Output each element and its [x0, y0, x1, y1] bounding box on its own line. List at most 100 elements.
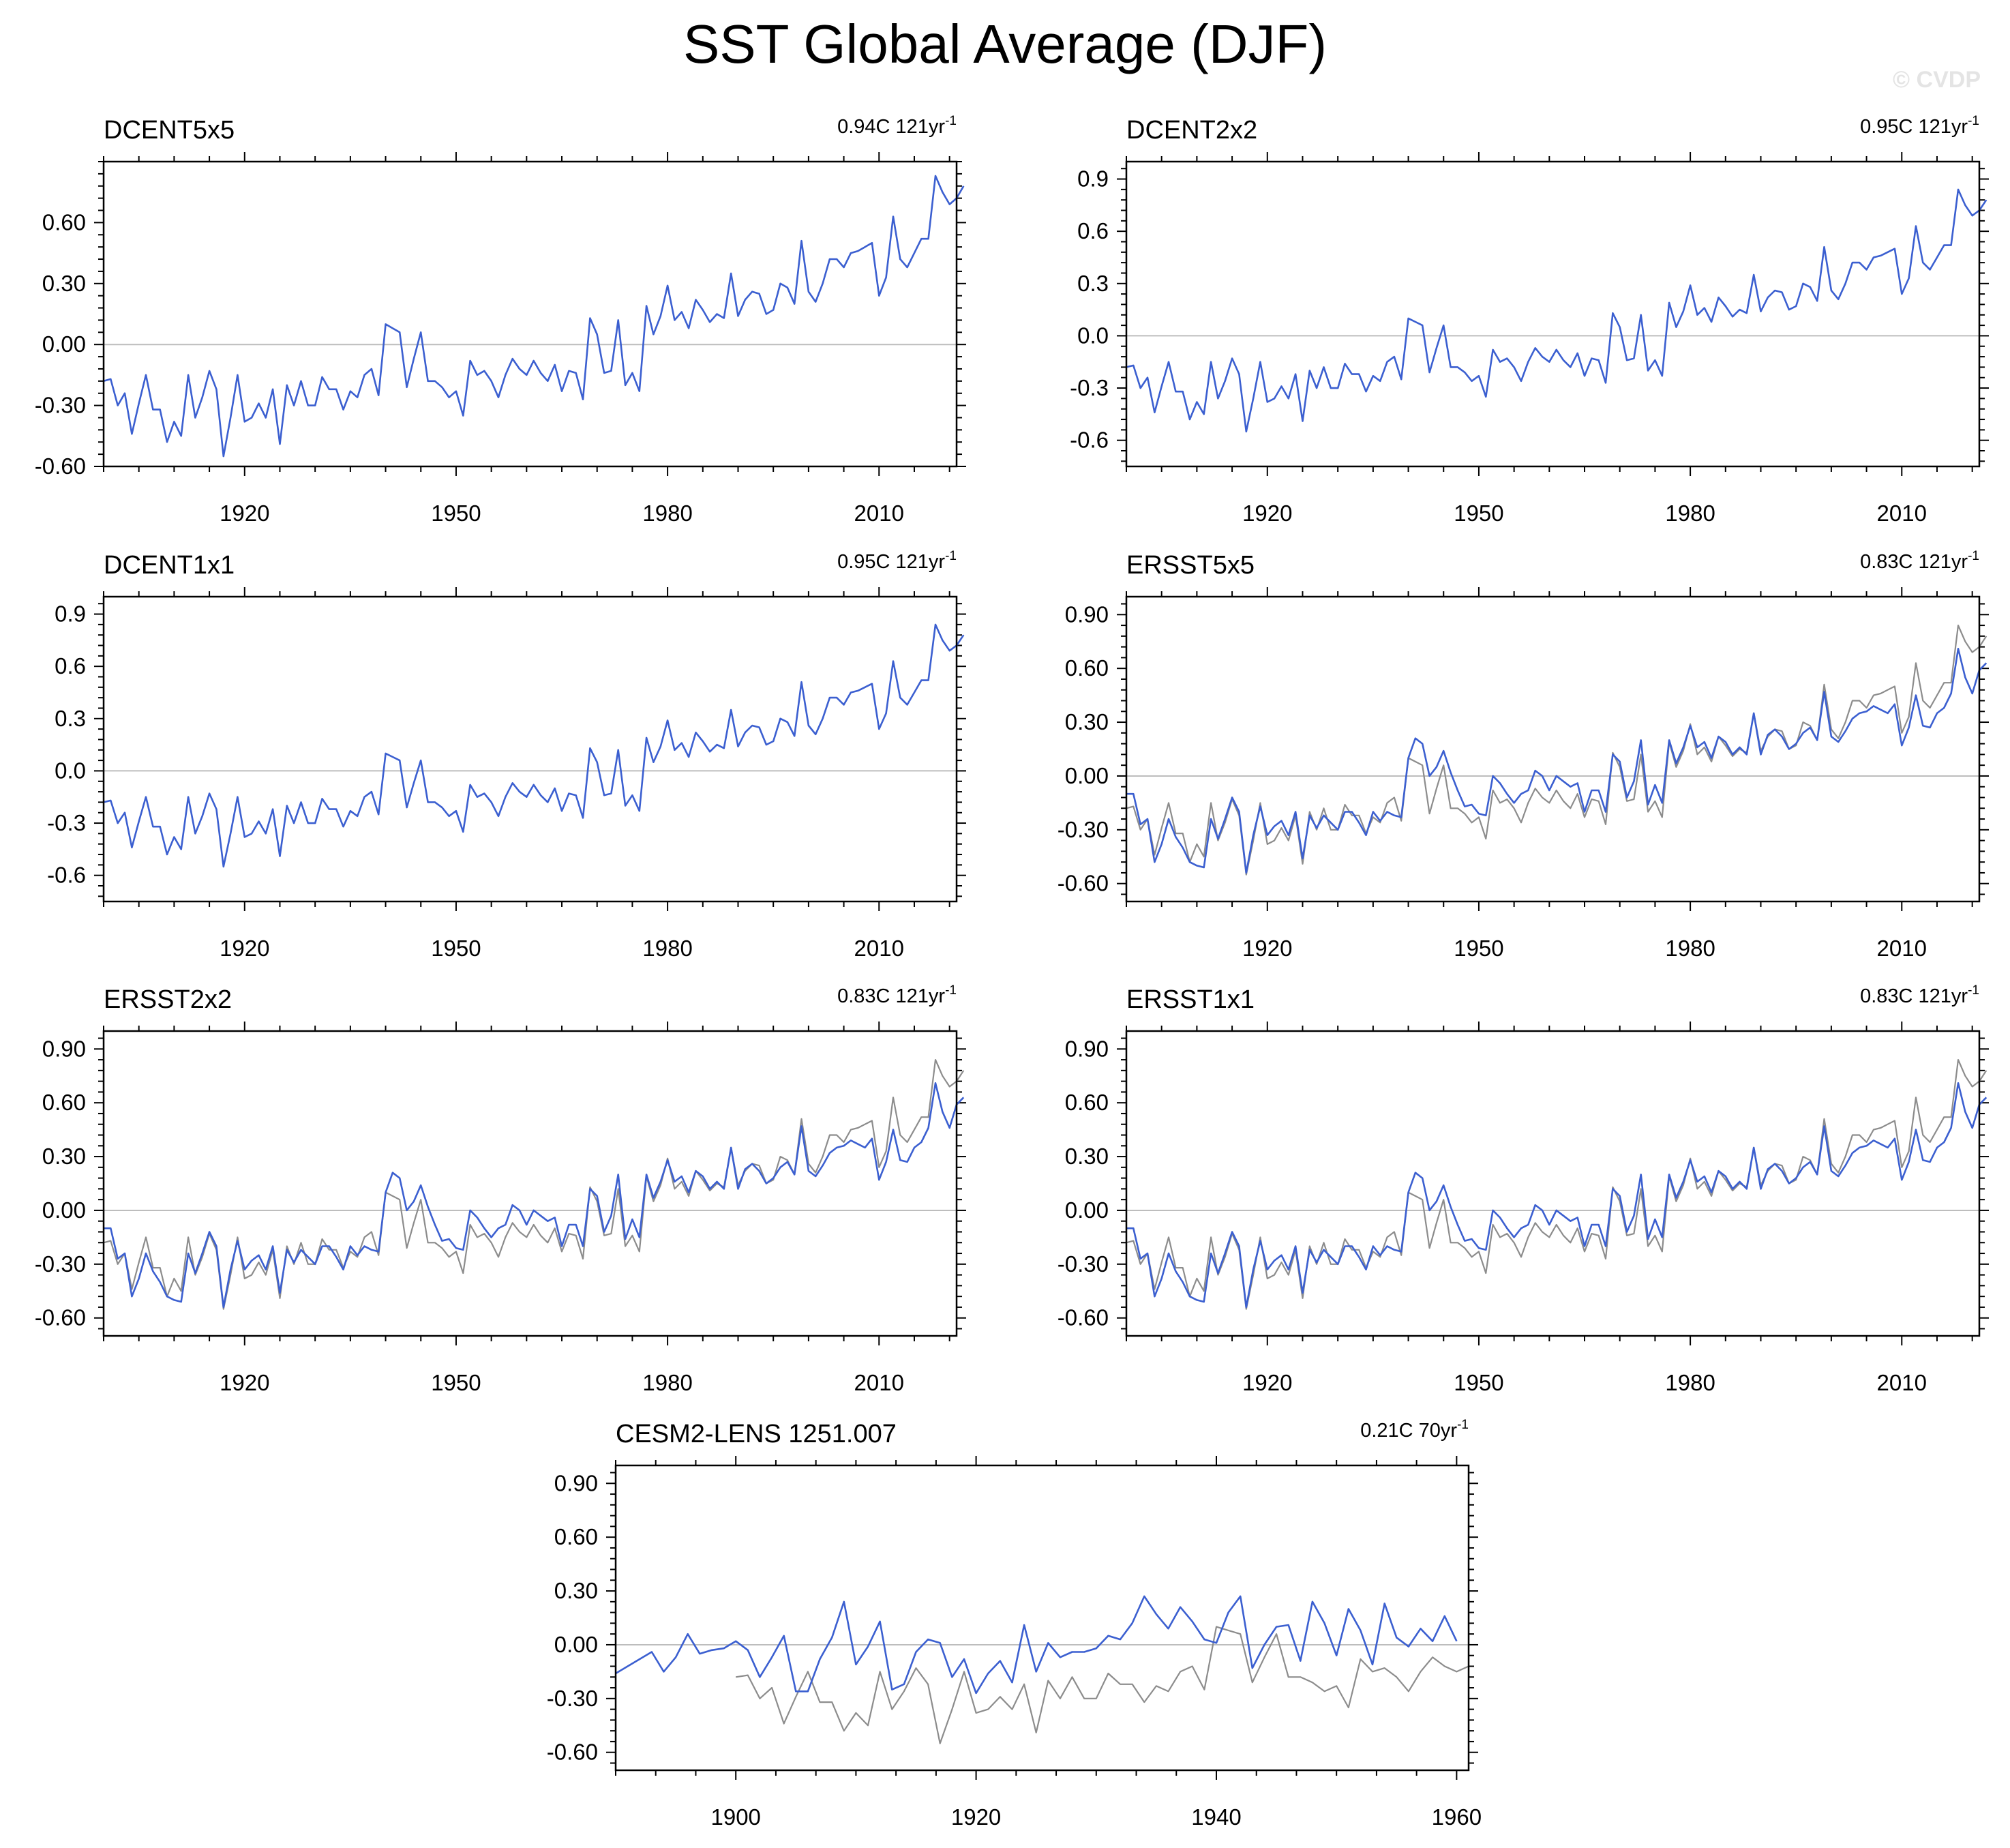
plot-frame: [1125, 160, 1981, 468]
x-tick-label: 1920: [220, 936, 269, 961]
y-tick-label: -0.60: [1058, 1305, 1109, 1330]
y-tick-label: 0.60: [42, 1090, 86, 1115]
plot-frame: [614, 1464, 1470, 1772]
chart-panel: DCENT5x5 0.94C 121yr-1 0.60 0.30 0.00 -0.30 -0…: [35, 114, 966, 526]
y-tick-label: 0.90: [1065, 601, 1109, 627]
x-tick-label: 1980: [642, 1370, 692, 1395]
trend-superscript: -1: [945, 983, 957, 998]
x-tick-label: 1980: [1665, 1370, 1715, 1395]
y-tick-label: 0.60: [554, 1524, 598, 1549]
series-line: [103, 175, 965, 458]
x-tick-label: 1950: [1454, 501, 1503, 526]
y-tick-label: 0.30: [42, 1144, 86, 1169]
panel-title: ERSST2x2: [104, 985, 232, 1014]
panel-title: ERSST1x1: [1126, 985, 1255, 1014]
reference-line: [1126, 624, 1987, 876]
panel-title: DCENT1x1: [104, 551, 235, 580]
trend-label: 0.83C 121yr-1: [1860, 983, 1979, 1007]
series-line: [103, 623, 965, 868]
plot-frame: [1125, 1030, 1981, 1337]
x-tick-label: 1940: [1191, 1804, 1241, 1830]
y-tick-label: -0.3: [47, 810, 86, 835]
x-tick-label: 1980: [1665, 936, 1715, 961]
trend-value: 0.95C 121yr: [1860, 116, 1968, 138]
y-tick-label: 0.00: [554, 1632, 598, 1657]
x-tick-label: 1920: [1242, 1370, 1292, 1395]
trend-label: 0.95C 121yr-1: [837, 549, 957, 573]
trend-superscript: -1: [1968, 114, 1979, 128]
series-line: [615, 1595, 1458, 1695]
plot-frame: [1125, 595, 1981, 903]
plot-frame: [102, 1030, 958, 1337]
trend-label: 0.83C 121yr-1: [837, 983, 957, 1007]
x-tick-label: 1950: [431, 1370, 481, 1395]
reference-line: [736, 1626, 1469, 1744]
y-tick-label: 0.00: [1065, 1197, 1109, 1223]
y-tick-label: 0.0: [55, 758, 86, 783]
chart-panel: ERSST5x5 0.83C 121yr-1 0.90 0.60 0.30 0.00 -0.…: [1058, 549, 1989, 961]
reference-line: [103, 1058, 965, 1310]
y-tick-label: -0.60: [547, 1740, 598, 1765]
chart-panel: DCENT1x1 0.95C 121yr-1 0.9 0.6 0.3 0.0 -0.3 -0.…: [47, 549, 966, 961]
plot-frame: [102, 595, 958, 903]
y-tick-label: 0.30: [42, 271, 86, 296]
x-tick-label: 1950: [431, 936, 481, 961]
x-tick-label: 2010: [1877, 1370, 1927, 1395]
trend-superscript: -1: [945, 549, 957, 563]
y-tick-label: 0.00: [42, 1197, 86, 1223]
plot-frame: [102, 160, 958, 468]
trend-value: 0.83C 121yr: [1860, 551, 1968, 573]
x-tick-label: 1920: [220, 1370, 269, 1395]
series-line: [1126, 647, 1987, 874]
x-tick-label: 1960: [1432, 1804, 1482, 1830]
chart-panel: ERSST2x2 0.83C 121yr-1 0.90 0.60 0.30 0.00 -0.…: [35, 983, 966, 1395]
y-tick-label: -0.60: [1058, 871, 1109, 896]
x-tick-label: 1950: [431, 501, 481, 526]
y-tick-label: 0.60: [1065, 655, 1109, 681]
x-tick-label: 1980: [642, 936, 692, 961]
y-tick-label: -0.6: [1070, 428, 1109, 453]
y-tick-label: -0.30: [35, 393, 86, 418]
series-line: [104, 1082, 965, 1309]
trend-label: 0.94C 121yr-1: [837, 114, 957, 138]
y-tick-label: -0.30: [35, 1251, 86, 1277]
panel-title: CESM2-LENS 1251.007: [616, 1420, 897, 1448]
y-tick-label: 0.00: [1065, 763, 1109, 788]
y-tick-label: 0.90: [42, 1036, 86, 1061]
y-tick-label: 0.30: [1065, 709, 1109, 734]
x-tick-label: 1950: [1454, 936, 1503, 961]
x-tick-label: 1920: [1242, 501, 1292, 526]
y-tick-label: 0.6: [1077, 218, 1109, 243]
x-tick-label: 1920: [951, 1804, 1001, 1830]
reference-line: [1126, 1058, 1987, 1310]
trend-label: 0.95C 121yr-1: [1860, 114, 1979, 138]
series-line: [1126, 1082, 1987, 1309]
chart-panel: ERSST1x1 0.83C 121yr-1 0.90 0.60 0.30 0.00 -0.…: [1058, 983, 1989, 1395]
trend-superscript: -1: [945, 114, 957, 128]
x-tick-label: 2010: [1877, 501, 1927, 526]
trend-label: 0.83C 121yr-1: [1860, 549, 1979, 573]
trend-superscript: -1: [1457, 1418, 1469, 1432]
y-tick-label: -0.60: [35, 453, 86, 479]
x-tick-label: 1950: [1454, 1370, 1503, 1395]
y-tick-label: 0.60: [1065, 1090, 1109, 1115]
y-tick-label: 0.9: [1077, 166, 1109, 192]
trend-value: 0.83C 121yr: [1860, 985, 1968, 1007]
x-tick-label: 1920: [1242, 936, 1292, 961]
panel-title: DCENT2x2: [1126, 116, 1257, 145]
figure-title: SST Global Average (DJF): [683, 14, 1327, 74]
trend-value: 0.94C 121yr: [837, 116, 945, 138]
x-tick-label: 2010: [1877, 936, 1927, 961]
x-tick-label: 1980: [642, 501, 692, 526]
panel-title: ERSST5x5: [1126, 551, 1255, 580]
y-tick-label: -0.6: [47, 863, 86, 888]
x-tick-label: 2010: [854, 936, 904, 961]
y-tick-label: 0.30: [554, 1578, 598, 1603]
x-tick-label: 2010: [854, 1370, 904, 1395]
x-tick-label: 2010: [854, 501, 904, 526]
y-tick-label: 0.30: [1065, 1144, 1109, 1169]
chart-panel: DCENT2x2 0.95C 121yr-1 0.9 0.6 0.3 0.0 -0.3 -0.…: [1070, 114, 1989, 526]
y-tick-label: 0.90: [554, 1470, 598, 1495]
x-tick-label: 1980: [1665, 501, 1715, 526]
